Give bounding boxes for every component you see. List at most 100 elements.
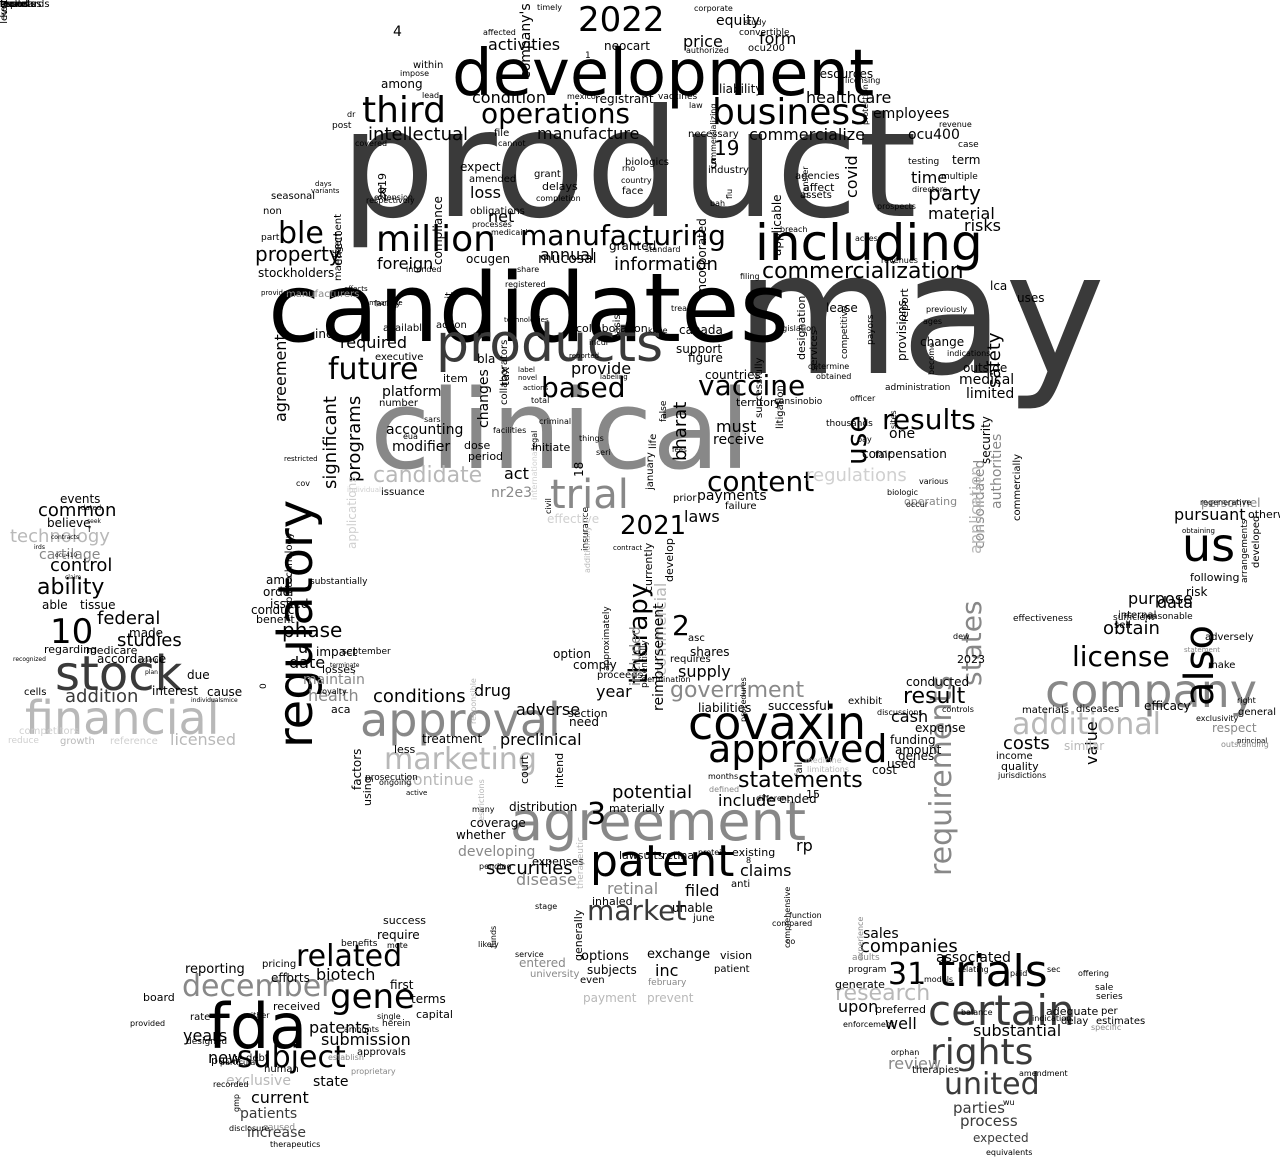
word-u: u: [298, 638, 309, 657]
word-cells: cells: [24, 687, 47, 698]
word-million: million: [376, 219, 496, 260]
word-available: available: [383, 323, 429, 334]
word-2: 2: [672, 609, 690, 642]
word-registered: registered: [505, 280, 546, 289]
word-thousands: thousands: [826, 419, 873, 429]
word-file: file: [494, 128, 510, 139]
word-internal: internal: [1118, 610, 1157, 621]
word-recorded: recorded: [213, 1080, 249, 1089]
word-content: content: [707, 465, 815, 498]
word-rights: rights: [930, 1032, 1034, 1073]
word-biotechnology: biotechnology: [284, 532, 295, 603]
word-share: share: [517, 265, 540, 274]
word-purpose: purpose: [1128, 589, 1193, 608]
word-need: need: [569, 715, 599, 729]
word-biotech: biotech: [316, 965, 376, 984]
word-mucosal: mucosal: [538, 251, 597, 267]
word-reference: reference: [110, 736, 158, 747]
word-general: general: [1238, 707, 1277, 718]
word-based: based: [541, 371, 626, 404]
word-adversely: adversely: [1205, 632, 1254, 643]
word-individual: individual: [347, 486, 381, 494]
word-18: 18: [572, 461, 586, 477]
word-ended: ended: [779, 792, 817, 806]
word-success: success: [383, 914, 427, 927]
word-8: 8: [746, 856, 752, 865]
word-material: material: [928, 204, 995, 223]
word-either: either: [246, 1011, 270, 1020]
word-bah: bah: [710, 199, 726, 208]
word-treat: treat: [671, 304, 691, 313]
word-companies: companies: [860, 936, 958, 957]
word-debt: debt: [246, 1053, 269, 1064]
word-granted: granted: [609, 239, 657, 253]
word-timely: timely: [537, 3, 563, 12]
word-subject: subject: [237, 1040, 346, 1075]
word-rate: rate: [190, 1012, 211, 1023]
word-labeling: labeling: [600, 373, 628, 381]
word-per: per: [1101, 1006, 1118, 1017]
word-impact: impact: [316, 645, 358, 659]
word-one: one: [889, 426, 916, 442]
word-enforcement: enforcement: [843, 1020, 895, 1029]
word-indications: indications: [947, 349, 991, 358]
word-patent: patent: [590, 836, 735, 887]
word-common: common: [38, 500, 117, 521]
word-parties: parties: [953, 1099, 1005, 1117]
word-terminate: terminate: [330, 662, 360, 669]
word-therapies: therapies: [912, 1065, 960, 1076]
word-jurisdictions: jurisdictions: [998, 771, 1047, 780]
word-resources: resources: [815, 67, 874, 81]
word-operations: operations: [481, 97, 631, 130]
word-able: able: [42, 598, 68, 612]
word-must: must: [716, 417, 757, 436]
word-addition: addition: [65, 686, 139, 707]
word-balance: balance: [961, 1008, 993, 1017]
word-efforts: efforts: [271, 971, 310, 985]
word-government: government: [670, 678, 805, 703]
word-coverage: coverage: [470, 816, 526, 830]
word-become: become: [927, 342, 936, 375]
word-patients: patients: [240, 1106, 298, 1122]
word-issuance: issuance: [381, 487, 425, 498]
word-processes: processes: [472, 220, 512, 229]
word-reduce: reduce: [8, 736, 39, 746]
word-relating: relating: [958, 965, 989, 974]
word-caused: caused: [263, 1123, 296, 1133]
word-establish: establish: [328, 1053, 364, 1062]
word-collaborators: collaborators: [499, 339, 510, 405]
word-developed: developed: [1251, 515, 1262, 568]
word-costs: costs: [1003, 733, 1050, 754]
word-therapeutic: therapeutic: [576, 837, 586, 889]
word-less: less: [394, 743, 416, 756]
word-stockholders: stockholders: [258, 266, 335, 280]
word-generally: generally: [572, 909, 585, 961]
word-part: part: [261, 233, 280, 243]
word-maintain: maintain: [303, 672, 365, 688]
word-currently: currently: [642, 542, 655, 592]
word-manufacturers: manufacturers: [286, 289, 360, 300]
word-employees: employees: [873, 106, 950, 122]
word-equity: equity: [716, 13, 761, 29]
word-contract: contract: [613, 544, 643, 552]
word-lease: lease: [826, 301, 858, 315]
word-cartilage: cartilage: [39, 547, 101, 563]
word-co: co: [786, 937, 796, 946]
word-manufacturing: manufacturing: [520, 219, 726, 252]
word-dated: dated: [81, 504, 102, 512]
word-number: number: [379, 398, 419, 409]
word-actions: actions: [523, 384, 549, 392]
word-outside: outside: [963, 361, 1008, 375]
word-authorized: authorized: [686, 46, 729, 55]
word-risks: risks: [964, 216, 1001, 235]
word-biologic: biologic: [887, 488, 919, 497]
word-herein: herein: [382, 1019, 411, 1029]
word-disclosure: disclosure: [229, 1124, 270, 1133]
word-successfully: successfully: [754, 357, 765, 418]
word-comply: comply: [573, 658, 617, 672]
word-assets: assets: [800, 190, 832, 201]
word-increase: increase: [247, 1125, 307, 1141]
word-existing: existing: [732, 846, 776, 859]
word-arrangements: arrangements: [1240, 519, 1250, 583]
word-3: 3: [587, 797, 607, 832]
